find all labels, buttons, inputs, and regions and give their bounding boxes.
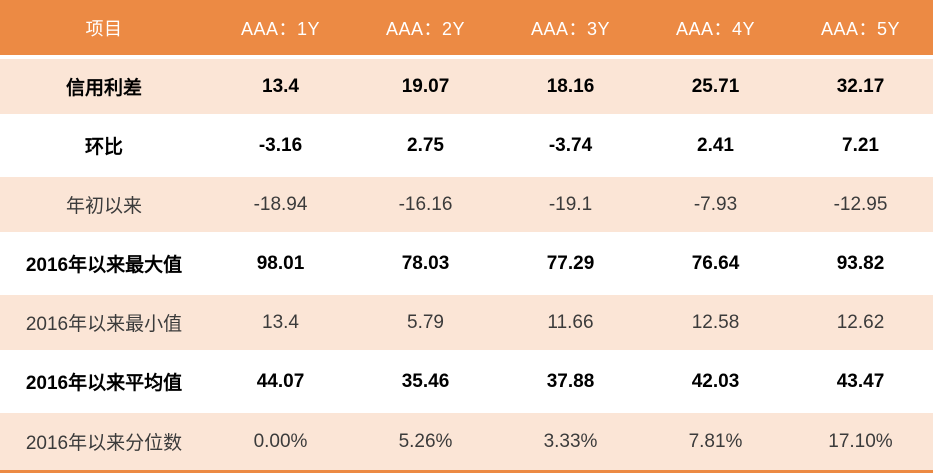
table-row-avg-since-2016: 2016年以来平均值 44.07 35.46 37.88 42.03 43.47 <box>0 352 933 413</box>
cell-value: 2.41 <box>643 116 788 177</box>
cell-value: 19.07 <box>353 57 498 118</box>
cell-value: 11.66 <box>498 293 643 354</box>
row-label: 环比 <box>0 116 208 177</box>
table-row-credit-spread: 信用利差 13.4 19.07 18.16 25.71 32.17 <box>0 57 933 118</box>
cell-value: 3.33% <box>498 411 643 470</box>
cell-value: 7.21 <box>788 116 933 177</box>
column-header-aaa-4y: AAA：4Y <box>643 0 788 59</box>
cell-value: 17.10% <box>788 411 933 470</box>
cell-value: -3.16 <box>208 116 353 177</box>
table-row-mom-change: 环比 -3.16 2.75 -3.74 2.41 7.21 <box>0 116 933 177</box>
cell-value: 12.62 <box>788 293 933 354</box>
cell-value: 77.29 <box>498 234 643 295</box>
column-header-aaa-1y: AAA：1Y <box>208 0 353 59</box>
cell-value: 43.47 <box>788 352 933 413</box>
cell-value: -3.74 <box>498 116 643 177</box>
cell-value: 42.03 <box>643 352 788 413</box>
cell-value: -12.95 <box>788 175 933 236</box>
cell-value: 0.00% <box>208 411 353 470</box>
row-label: 2016年以来最大值 <box>0 234 208 295</box>
column-header-aaa-3y: AAA：3Y <box>498 0 643 59</box>
column-header-aaa-2y: AAA：2Y <box>353 0 498 59</box>
table-row-percentile-since-2016: 2016年以来分位数 0.00% 5.26% 3.33% 7.81% 17.10… <box>0 411 933 470</box>
table-row-ytd-change: 年初以来 -18.94 -16.16 -19.1 -7.93 -12.95 <box>0 175 933 236</box>
cell-value: 93.82 <box>788 234 933 295</box>
cell-value: -19.1 <box>498 175 643 236</box>
cell-value: 98.01 <box>208 234 353 295</box>
cell-value: 5.26% <box>353 411 498 470</box>
cell-value: 2.75 <box>353 116 498 177</box>
cell-value: 12.58 <box>643 293 788 354</box>
cell-value: -18.94 <box>208 175 353 236</box>
row-label: 2016年以来最小值 <box>0 293 208 354</box>
cell-value: 37.88 <box>498 352 643 413</box>
cell-value: 35.46 <box>353 352 498 413</box>
header-row: 项目 AAA：1Y AAA：2Y AAA：3Y AAA：4Y AAA：5Y <box>0 0 933 59</box>
cell-value: 18.16 <box>498 57 643 118</box>
row-label: 年初以来 <box>0 175 208 236</box>
cell-value: 7.81% <box>643 411 788 470</box>
cell-value: -16.16 <box>353 175 498 236</box>
column-header-aaa-5y: AAA：5Y <box>788 0 933 59</box>
row-label: 2016年以来平均值 <box>0 352 208 413</box>
cell-value: 76.64 <box>643 234 788 295</box>
cell-value: 78.03 <box>353 234 498 295</box>
cell-value: 13.4 <box>208 293 353 354</box>
cell-value: 25.71 <box>643 57 788 118</box>
cell-value: -7.93 <box>643 175 788 236</box>
table-row-max-since-2016: 2016年以来最大值 98.01 78.03 77.29 76.64 93.82 <box>0 234 933 295</box>
cell-value: 13.4 <box>208 57 353 118</box>
row-label: 2016年以来分位数 <box>0 411 208 470</box>
row-label: 信用利差 <box>0 57 208 118</box>
cell-value: 32.17 <box>788 57 933 118</box>
cell-value: 5.79 <box>353 293 498 354</box>
cell-value: 44.07 <box>208 352 353 413</box>
table-row-min-since-2016: 2016年以来最小值 13.4 5.79 11.66 12.58 12.62 <box>0 293 933 354</box>
column-header-item: 项目 <box>0 0 208 59</box>
